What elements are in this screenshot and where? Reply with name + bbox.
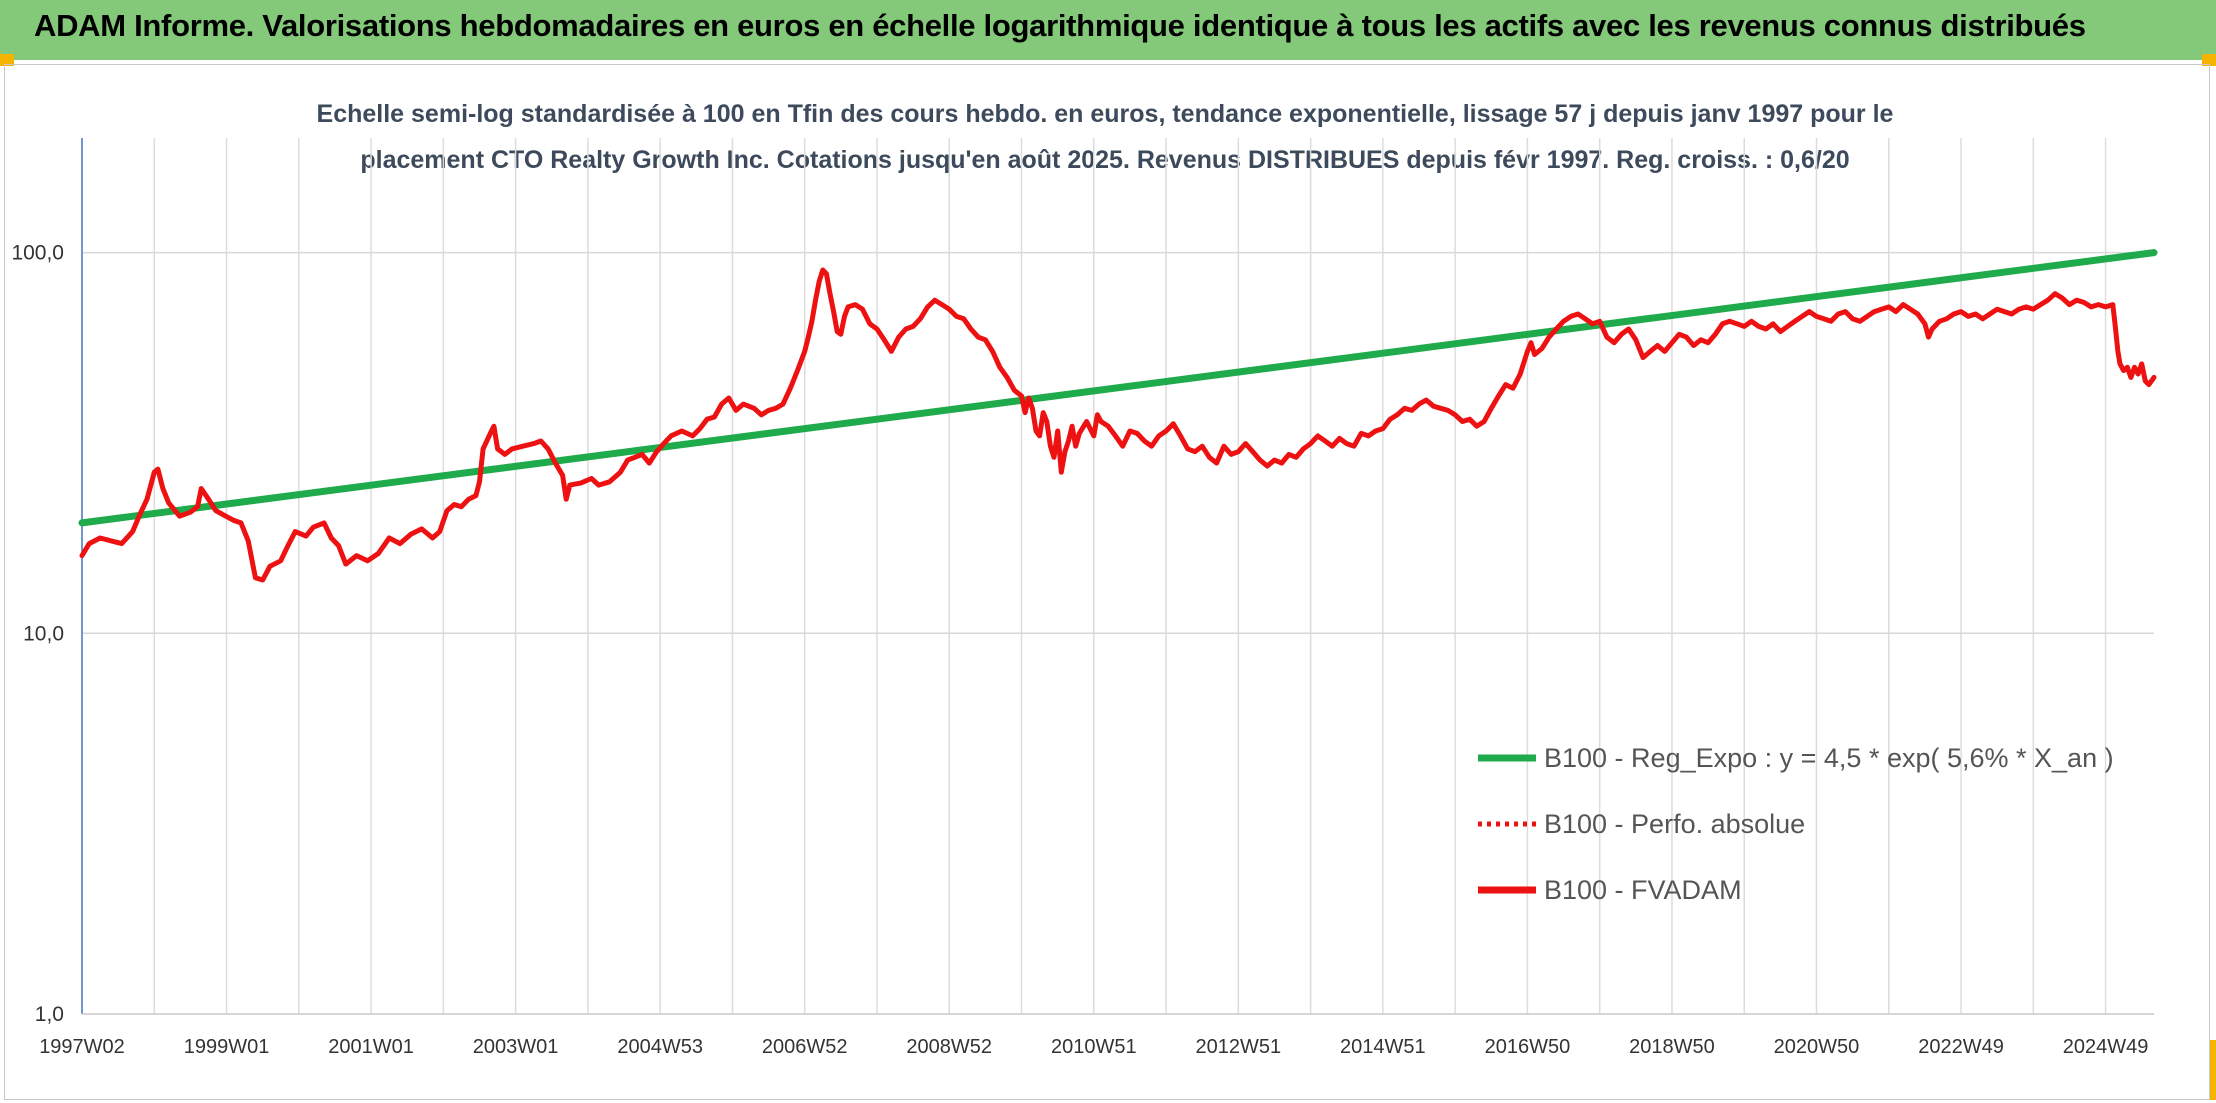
x-tick-label: 2012W51 bbox=[1196, 1036, 1282, 1058]
y-tick-label: 10,0 bbox=[23, 622, 64, 645]
x-tick-label: 2022W49 bbox=[1918, 1036, 2004, 1058]
y-tick-label: 1,0 bbox=[35, 1003, 64, 1026]
series-layer bbox=[78, 249, 2158, 583]
x-tick-label: 2014W51 bbox=[1340, 1036, 1426, 1058]
legend-label: B100 - FVADAM bbox=[1544, 875, 1742, 905]
x-tick-label: 2006W52 bbox=[762, 1036, 848, 1058]
legend-label: B100 - Reg_Expo : y = 4,5 * exp( 5,6% * … bbox=[1544, 743, 2114, 773]
legend-label: B100 - Perfo. absolue bbox=[1544, 809, 1805, 839]
x-tick-label: 2004W53 bbox=[617, 1036, 703, 1058]
x-tick-label: 2003W01 bbox=[473, 1036, 559, 1058]
x-tick-label: 1999W01 bbox=[184, 1036, 270, 1058]
x-tick-label: 2008W52 bbox=[906, 1036, 992, 1058]
axes: 1,0 10,0 100,0 1997W02 1999W01 2001W01 2003W01… bbox=[11, 138, 2154, 1058]
corner-accent-right bbox=[2202, 54, 2216, 66]
x-tick-label: 2016W50 bbox=[1485, 1036, 1571, 1058]
x-tick-label: 2010W51 bbox=[1051, 1036, 1137, 1058]
series-line-b100-fvadam bbox=[79, 267, 2157, 583]
corner-accent-bottom-right bbox=[2210, 1040, 2216, 1100]
y-tick-label: 100,0 bbox=[11, 242, 64, 265]
x-tick-label: 1997W02 bbox=[39, 1036, 125, 1058]
chart-title-line1: Echelle semi-log standardisée à 100 en T… bbox=[317, 100, 1894, 128]
x-tick-label: 2018W50 bbox=[1629, 1036, 1715, 1058]
x-tick-label: 2024W49 bbox=[2063, 1036, 2149, 1058]
series-line-b100-reg-expo-y-4-5-exp-5-6-x-an bbox=[78, 249, 2158, 527]
header-bar: ADAM Informe. Valorisations hebdomadaire… bbox=[0, 0, 2216, 60]
chart-frame bbox=[4, 64, 2210, 1100]
page-title: ADAM Informe. Valorisations hebdomadaire… bbox=[34, 8, 2086, 43]
corner-accent-left bbox=[0, 54, 14, 66]
x-tick-label: 2001W01 bbox=[328, 1036, 414, 1058]
x-tick-label: 2020W50 bbox=[1774, 1036, 1860, 1058]
legend: B100 - Reg_Expo : y = 4,5 * exp( 5,6% * … bbox=[1478, 743, 2114, 905]
grid-lines bbox=[81, 138, 2154, 1015]
chart-title-line2: placement CTO Realty Growth Inc. Cotatio… bbox=[360, 146, 1849, 174]
